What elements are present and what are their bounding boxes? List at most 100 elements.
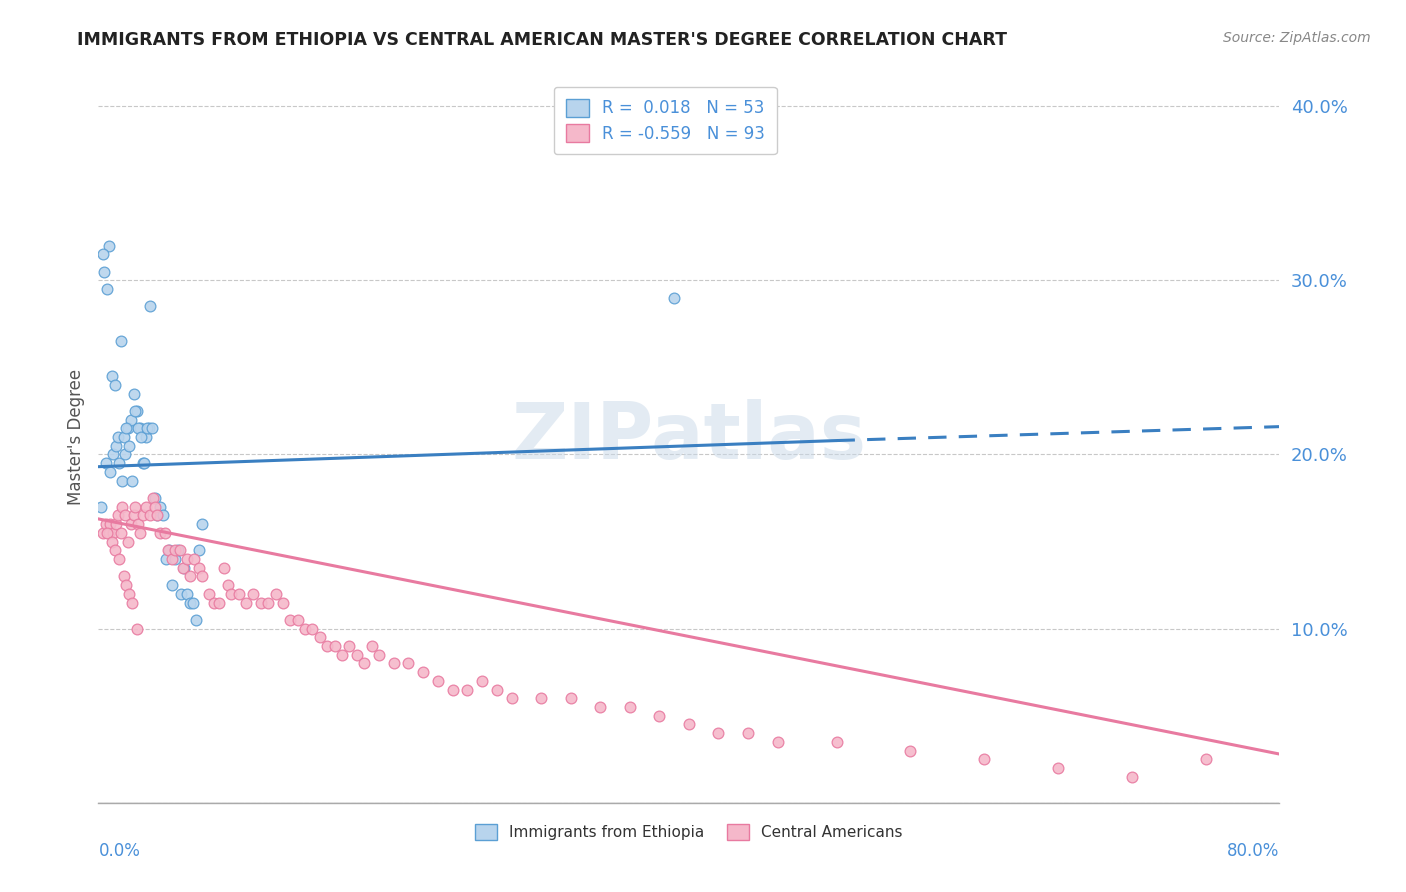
Point — [172, 560, 194, 574]
Point — [368, 648, 391, 662]
Point — [301, 622, 323, 636]
Point — [382, 657, 405, 671]
Point — [330, 648, 353, 662]
Point — [179, 595, 201, 609]
Point — [134, 456, 156, 470]
Point — [103, 448, 125, 462]
Point — [280, 613, 302, 627]
Point — [142, 491, 165, 505]
Point — [132, 508, 155, 523]
Point — [339, 639, 361, 653]
Point — [149, 500, 172, 514]
Point — [316, 639, 339, 653]
Point — [187, 560, 209, 574]
Point — [309, 631, 332, 645]
Point — [198, 587, 221, 601]
Point — [110, 525, 132, 540]
Point — [353, 657, 375, 671]
Point — [136, 421, 159, 435]
Point — [90, 500, 112, 514]
Point — [173, 560, 195, 574]
Point — [176, 587, 198, 601]
Point — [124, 404, 146, 418]
Point — [212, 560, 235, 574]
Point — [121, 595, 143, 609]
Point — [121, 474, 143, 488]
Point — [97, 238, 120, 252]
Point — [108, 456, 131, 470]
Point — [737, 726, 759, 740]
Point — [165, 552, 187, 566]
Point — [128, 525, 150, 540]
Point — [619, 700, 641, 714]
Point — [427, 673, 450, 688]
Point — [146, 508, 169, 523]
Point — [100, 369, 122, 384]
Point — [110, 334, 132, 349]
Point — [202, 595, 225, 609]
Point — [187, 543, 209, 558]
Point — [141, 421, 163, 435]
Point — [114, 448, 136, 462]
Point — [181, 595, 204, 609]
Point — [157, 543, 180, 558]
Point — [104, 543, 127, 558]
Point — [124, 500, 146, 514]
Point — [143, 500, 166, 514]
Point — [162, 578, 183, 592]
Point — [766, 735, 789, 749]
Point — [98, 517, 121, 532]
Text: 80.0%: 80.0% — [1227, 842, 1279, 860]
Text: Source: ZipAtlas.com: Source: ZipAtlas.com — [1223, 31, 1371, 45]
Legend: Immigrants from Ethiopia, Central Americans: Immigrants from Ethiopia, Central Americ… — [470, 818, 908, 847]
Point — [179, 569, 201, 583]
Point — [457, 682, 479, 697]
Point — [120, 517, 142, 532]
Point — [152, 508, 174, 523]
Point — [235, 595, 257, 609]
Point — [94, 517, 117, 532]
Point — [135, 500, 157, 514]
Point — [471, 673, 494, 688]
Point — [104, 377, 127, 392]
Point — [115, 421, 138, 435]
Point — [117, 421, 139, 435]
Point — [825, 735, 848, 749]
Point — [107, 430, 129, 444]
Point — [191, 569, 214, 583]
Point — [111, 474, 134, 488]
Point — [294, 622, 316, 636]
Point — [98, 465, 121, 479]
Point — [128, 421, 150, 435]
Point — [271, 595, 294, 609]
Point — [93, 265, 115, 279]
Point — [125, 404, 148, 418]
Point — [664, 291, 686, 305]
Point — [156, 543, 179, 558]
Point — [441, 682, 464, 697]
Point — [323, 639, 346, 653]
Point — [486, 682, 509, 697]
Y-axis label: Master's Degree: Master's Degree — [66, 369, 84, 505]
Point — [257, 595, 280, 609]
Text: IMMIGRANTS FROM ETHIOPIA VS CENTRAL AMERICAN MASTER'S DEGREE CORRELATION CHART: IMMIGRANTS FROM ETHIOPIA VS CENTRAL AMER… — [77, 31, 1007, 49]
Point — [1195, 752, 1218, 766]
Point — [115, 578, 138, 592]
Point — [97, 525, 120, 540]
Point — [127, 421, 149, 435]
Point — [169, 543, 191, 558]
Point — [250, 595, 273, 609]
Point — [973, 752, 995, 766]
Point — [184, 613, 207, 627]
Point — [96, 525, 118, 540]
Point — [96, 282, 118, 296]
Point — [287, 613, 309, 627]
Point — [91, 247, 114, 261]
Point — [678, 717, 700, 731]
Point — [105, 439, 128, 453]
Point — [94, 456, 117, 470]
Point — [346, 648, 368, 662]
Point — [117, 534, 139, 549]
Point — [221, 587, 243, 601]
Point — [176, 552, 198, 566]
